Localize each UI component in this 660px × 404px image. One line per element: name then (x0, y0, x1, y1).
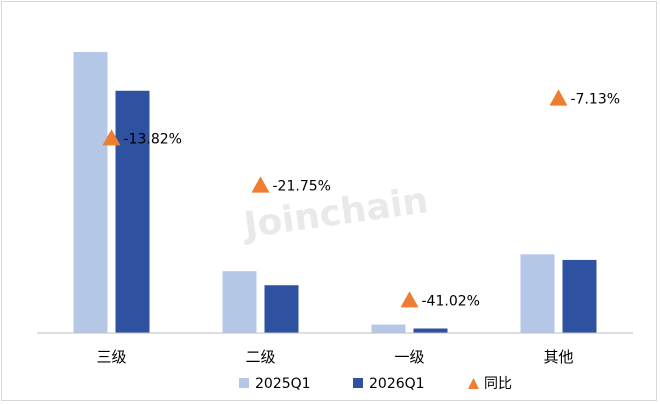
category-label-3: 其他 (543, 348, 573, 366)
yoy-label-2: -41.02% (422, 293, 480, 309)
legend-label-2: 同比 (484, 376, 512, 392)
category-labels: 三级 二级 一级 其他 (96, 348, 573, 366)
bars-layer (73, 52, 597, 333)
legend: 2025Q1 2026Q1 同比 (239, 376, 512, 392)
bar-2026Q1-1 (264, 285, 299, 333)
yoy-label-0: -13.82% (124, 131, 182, 147)
yoy-marker-0 (102, 129, 121, 146)
yoy-markers-layer: -13.82% -21.75% -41.02% -7.13% (102, 89, 621, 309)
bar-2026Q1-3 (562, 259, 597, 333)
category-label-1: 二级 (245, 348, 275, 366)
legend-swatch-2025Q1 (239, 378, 249, 388)
bar-2026Q1-2 (413, 328, 448, 333)
legend-label-1: 2026Q1 (369, 376, 425, 392)
category-label-0: 三级 (96, 348, 126, 366)
yoy-label-3: -7.13% (571, 91, 621, 107)
legend-swatch-yoy (468, 378, 479, 389)
legend-swatch-2026Q1 (353, 378, 363, 388)
bar-2025Q1-0 (73, 52, 108, 333)
category-label-2: 一级 (394, 348, 424, 366)
yoy-label-1: -21.75% (273, 179, 331, 195)
yoy-marker-2 (400, 291, 419, 308)
yoy-marker-3 (549, 89, 568, 106)
legend-label-0: 2025Q1 (255, 376, 311, 392)
bar-2025Q1-2 (371, 324, 406, 333)
yoy-marker-1 (251, 176, 270, 193)
bar-2026Q1-0 (115, 90, 150, 333)
bar-2025Q1-3 (520, 254, 555, 333)
bar-2025Q1-1 (222, 271, 257, 333)
